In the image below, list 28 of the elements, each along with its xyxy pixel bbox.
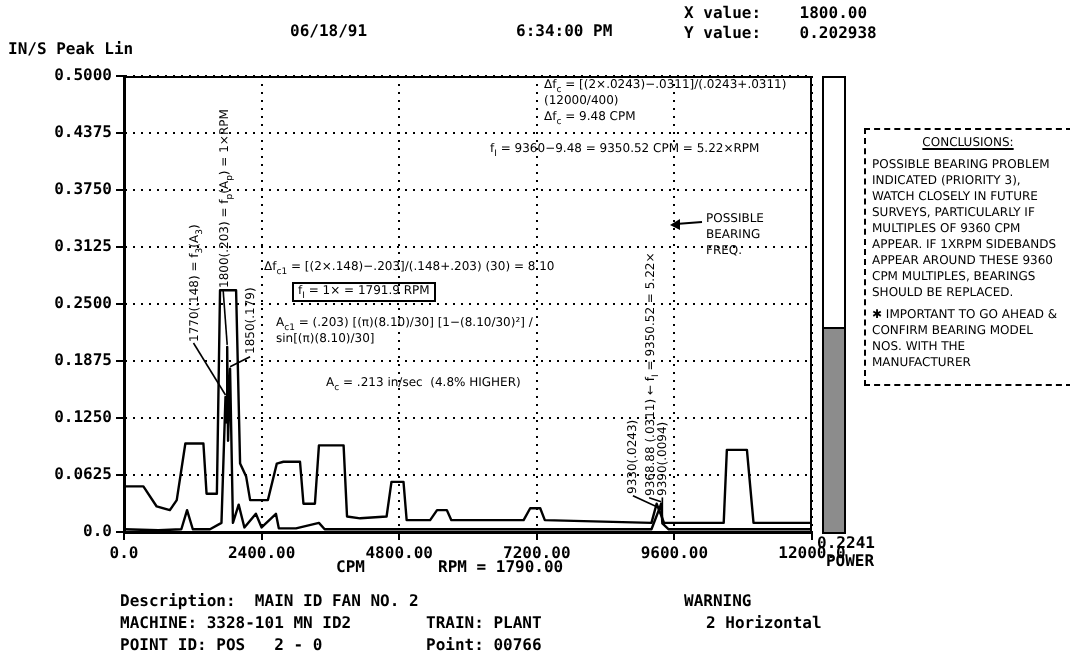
y-tick-label: 0.1250 — [54, 408, 113, 427]
y-axis-title: IN/S Peak Lin — [8, 40, 134, 60]
text: 2 Horizontal — [706, 614, 822, 634]
text: WARNING — [684, 592, 752, 612]
text: Y value: 0.202938 — [684, 24, 877, 44]
text: MACHINE: 3328-101 MN ID2 — [120, 614, 352, 634]
x-tick-label: 2400.00 — [227, 543, 296, 562]
x-tick-label: 0.0 — [109, 543, 139, 562]
y-tick-label: 0.0 — [83, 522, 113, 541]
y-tick-label: 0.5000 — [54, 66, 113, 85]
y-tick-label: 0.1875 — [54, 351, 113, 370]
y-tick-label: 0.3125 — [54, 237, 113, 256]
text: Point: 00766 — [426, 636, 542, 656]
text: RPM = 1790.00 — [438, 558, 564, 578]
x-tick-label: 4800.00 — [365, 543, 434, 562]
text: X value: 1800.00 — [684, 4, 868, 24]
x-tick-label: 9600.00 — [640, 543, 709, 562]
y-tick-label: 0.3750 — [54, 180, 113, 199]
y-tick-label: 0.0625 — [54, 465, 113, 484]
x-axis-title: CPM — [336, 558, 365, 578]
text: Description: MAIN ID FAN NO. 2 — [120, 592, 419, 612]
text: 06/18/91 — [290, 22, 368, 42]
text: POINT ID: POS 2 - 0 — [120, 636, 323, 656]
text: 6:34:00 PM — [516, 22, 613, 42]
text: TRAIN: PLANT — [426, 614, 542, 634]
y-tick-label: 0.2500 — [54, 294, 113, 313]
x-tick-label: 7200.00 — [503, 543, 571, 562]
y-tick-label: 0.4375 — [54, 123, 113, 142]
